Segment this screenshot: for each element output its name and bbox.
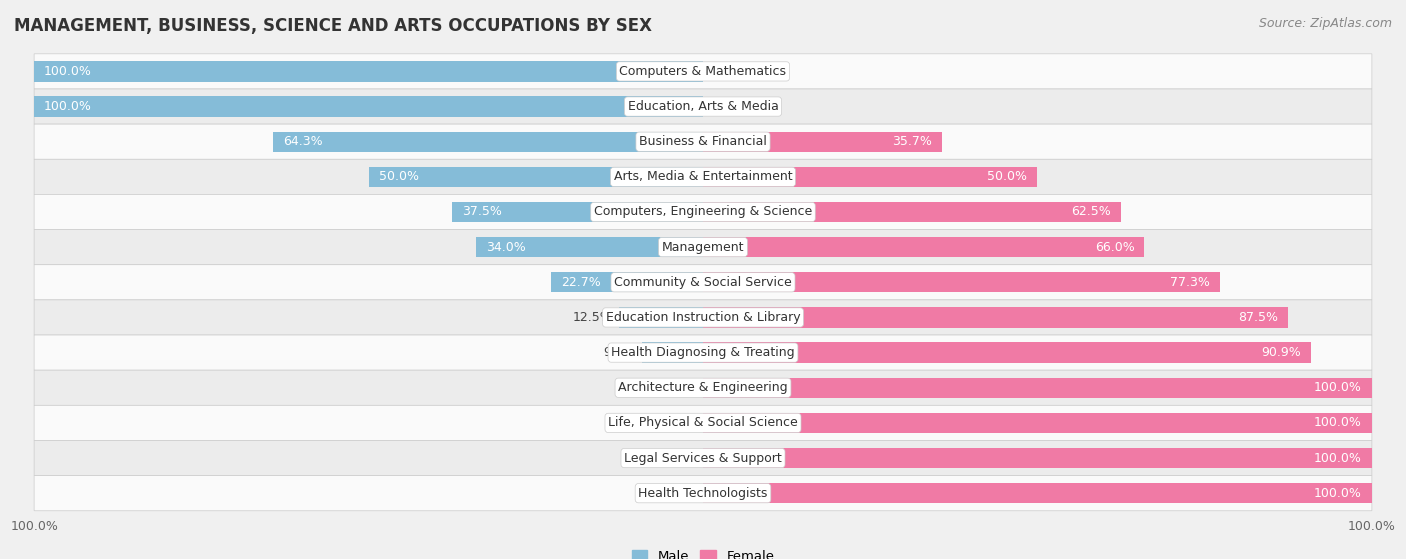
Bar (703, 307, 1288, 328)
Bar (703, 343, 1310, 363)
Text: 0.0%: 0.0% (717, 65, 748, 78)
FancyBboxPatch shape (34, 405, 1372, 440)
Text: Community & Social Service: Community & Social Service (614, 276, 792, 289)
FancyBboxPatch shape (34, 476, 1372, 511)
Text: Management: Management (662, 240, 744, 254)
Bar (551, 272, 703, 292)
Bar (703, 413, 1372, 433)
Text: 66.0%: 66.0% (1095, 240, 1135, 254)
Text: 100.0%: 100.0% (44, 100, 91, 113)
Text: 35.7%: 35.7% (891, 135, 932, 148)
Bar (643, 343, 703, 363)
Text: 0.0%: 0.0% (717, 100, 748, 113)
Text: Business & Financial: Business & Financial (640, 135, 766, 148)
FancyBboxPatch shape (34, 370, 1372, 405)
Bar (703, 237, 1144, 257)
FancyBboxPatch shape (34, 300, 1372, 335)
FancyBboxPatch shape (34, 124, 1372, 159)
Text: Health Technologists: Health Technologists (638, 487, 768, 500)
FancyBboxPatch shape (34, 195, 1372, 230)
FancyBboxPatch shape (34, 230, 1372, 265)
Text: 0.0%: 0.0% (658, 416, 689, 429)
Text: 100.0%: 100.0% (1315, 452, 1362, 465)
Text: 100.0%: 100.0% (1315, 487, 1362, 500)
FancyBboxPatch shape (34, 335, 1372, 370)
Bar (703, 131, 942, 152)
Text: 50.0%: 50.0% (987, 170, 1028, 183)
Text: Life, Physical & Social Science: Life, Physical & Social Science (609, 416, 797, 429)
FancyBboxPatch shape (34, 89, 1372, 124)
Text: MANAGEMENT, BUSINESS, SCIENCE AND ARTS OCCUPATIONS BY SEX: MANAGEMENT, BUSINESS, SCIENCE AND ARTS O… (14, 17, 652, 35)
Text: Computers & Mathematics: Computers & Mathematics (620, 65, 786, 78)
FancyBboxPatch shape (34, 440, 1372, 476)
Bar (703, 483, 1372, 504)
Bar (620, 307, 703, 328)
Text: 9.1%: 9.1% (603, 346, 636, 359)
Text: 0.0%: 0.0% (658, 452, 689, 465)
Text: 62.5%: 62.5% (1071, 206, 1111, 219)
Text: 64.3%: 64.3% (283, 135, 322, 148)
Text: 37.5%: 37.5% (463, 206, 502, 219)
Text: 77.3%: 77.3% (1170, 276, 1211, 289)
FancyBboxPatch shape (34, 265, 1372, 300)
Legend: Male, Female: Male, Female (626, 544, 780, 559)
Bar (703, 202, 1121, 222)
Text: 12.5%: 12.5% (574, 311, 613, 324)
Text: 34.0%: 34.0% (485, 240, 526, 254)
Text: Education Instruction & Library: Education Instruction & Library (606, 311, 800, 324)
Text: Arts, Media & Entertainment: Arts, Media & Entertainment (613, 170, 793, 183)
Text: Health Diagnosing & Treating: Health Diagnosing & Treating (612, 346, 794, 359)
Text: Computers, Engineering & Science: Computers, Engineering & Science (593, 206, 813, 219)
Text: 100.0%: 100.0% (1315, 416, 1362, 429)
FancyBboxPatch shape (34, 54, 1372, 89)
Text: 90.9%: 90.9% (1261, 346, 1301, 359)
FancyBboxPatch shape (34, 159, 1372, 195)
Text: 100.0%: 100.0% (44, 65, 91, 78)
Bar (703, 377, 1372, 398)
Bar (34, 96, 703, 117)
Text: 87.5%: 87.5% (1239, 311, 1278, 324)
Text: 100.0%: 100.0% (1315, 381, 1362, 394)
Bar (703, 272, 1220, 292)
Text: Education, Arts & Media: Education, Arts & Media (627, 100, 779, 113)
Text: Legal Services & Support: Legal Services & Support (624, 452, 782, 465)
Text: 50.0%: 50.0% (378, 170, 419, 183)
Bar (273, 131, 703, 152)
Bar (703, 167, 1038, 187)
Text: Source: ZipAtlas.com: Source: ZipAtlas.com (1258, 17, 1392, 30)
Text: 0.0%: 0.0% (658, 487, 689, 500)
Bar (453, 202, 703, 222)
Bar (703, 448, 1372, 468)
Text: Architecture & Engineering: Architecture & Engineering (619, 381, 787, 394)
Bar (34, 61, 703, 82)
Bar (368, 167, 703, 187)
Text: 22.7%: 22.7% (561, 276, 600, 289)
Text: 0.0%: 0.0% (658, 381, 689, 394)
Bar (475, 237, 703, 257)
